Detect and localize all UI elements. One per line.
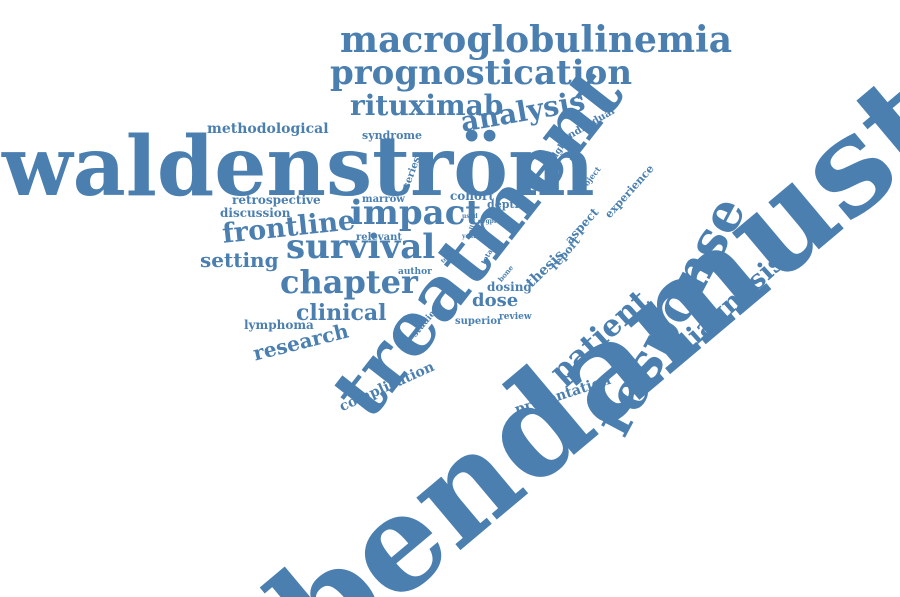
word-cohort: cohort [450,189,494,203]
word-syndrome: syndrome [362,129,423,142]
word-clinical: clinical [296,300,387,326]
word-used: used [462,213,478,220]
word-year: year [462,233,477,240]
word-survival: survival [286,227,436,267]
word-dose: dose [472,290,519,311]
word-vgpr: vgpr [482,218,498,225]
word-macroglobulinemia: macroglobulinemia [340,19,733,61]
word-depth: depth [487,198,523,211]
word-waldenstrom: waldenström [2,119,595,215]
word-setting: setting [200,248,279,272]
word-prognostication: prognostication [330,53,633,93]
word-rituximab: rituximab [350,89,504,122]
word-methodological: methodological [207,121,329,137]
word-relevant: relevant [356,232,402,243]
word-impact: impact [350,193,482,233]
word-lymphoma: lymphoma [244,318,314,332]
word-discussion: discussion [220,206,291,220]
word-author: author [398,267,432,277]
word-chapter: chapter [280,263,418,301]
word-review: review [499,312,532,322]
word-superior: superior [455,316,503,327]
word-experience: experience [602,162,657,221]
word-retrospective: retrospective [232,193,321,207]
word-dosing: dosing [487,280,532,294]
word-marrow: marrow [362,194,405,205]
